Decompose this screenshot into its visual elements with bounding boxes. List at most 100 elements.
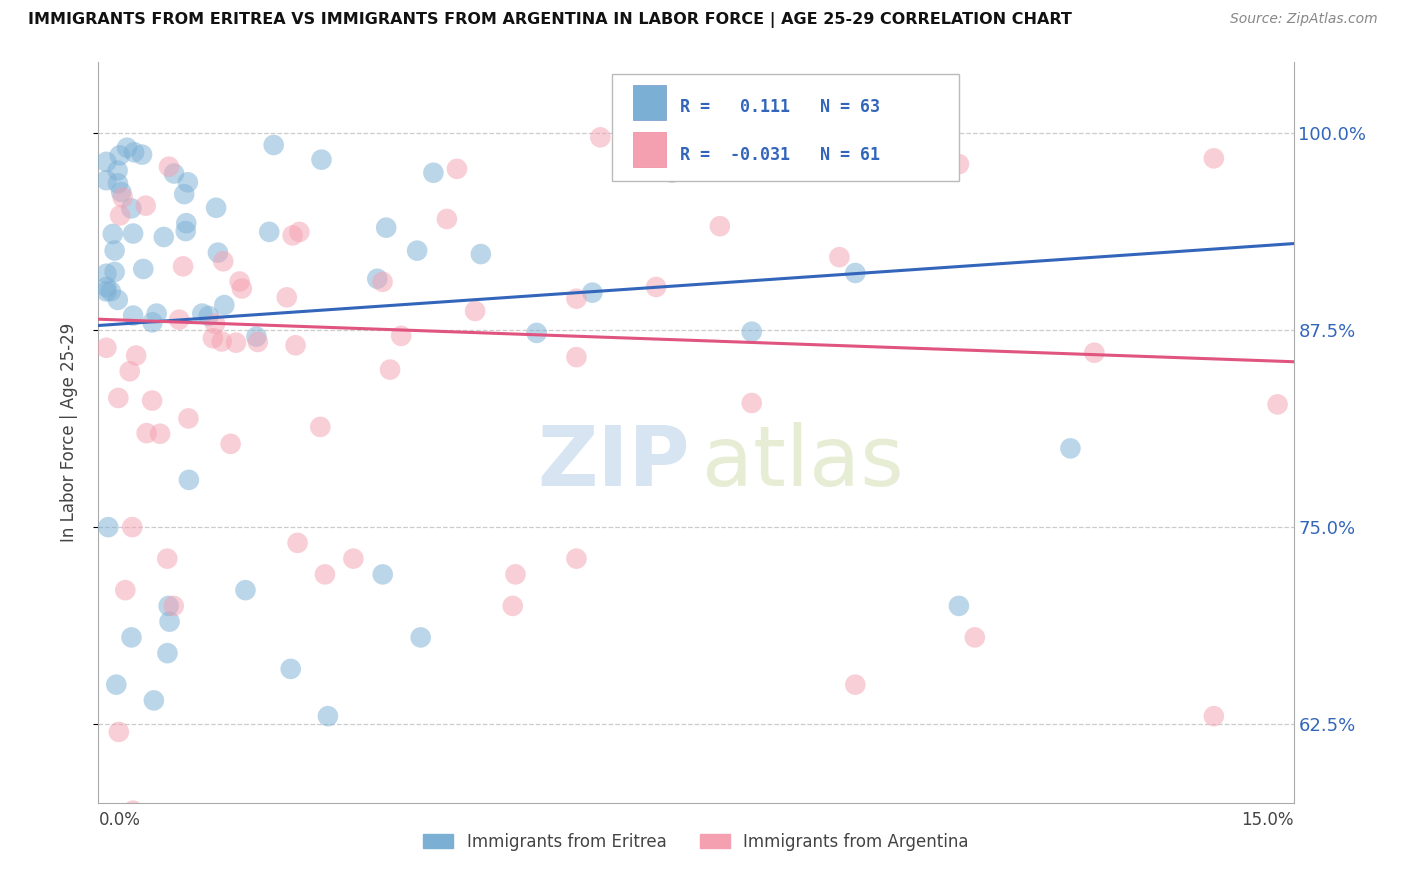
Point — [1202, 152, 1225, 166]
Point — [107, 819, 129, 833]
Text: R =  -0.031   N = 61: R = -0.031 N = 61 — [681, 145, 880, 163]
Point — [111, 190, 134, 204]
Y-axis label: In Labor Force | Age 25-29: In Labor Force | Age 25-29 — [59, 323, 77, 542]
Point — [565, 551, 588, 566]
Point — [204, 317, 226, 331]
Point — [219, 437, 242, 451]
Text: IMMIGRANTS FROM ERITREA VS IMMIGRANTS FROM ARGENTINA IN LABOR FORCE | AGE 25-29 : IMMIGRANTS FROM ERITREA VS IMMIGRANTS FR… — [28, 12, 1071, 28]
Point — [741, 396, 763, 410]
Point — [211, 334, 233, 349]
Text: 15.0%: 15.0% — [1241, 811, 1294, 829]
Point — [565, 292, 588, 306]
Point — [207, 245, 229, 260]
Point — [141, 315, 163, 329]
Point — [422, 166, 444, 180]
Point — [1059, 442, 1081, 456]
Point — [172, 260, 194, 274]
Point — [115, 141, 138, 155]
Point — [177, 411, 200, 425]
Point — [316, 709, 339, 723]
Point — [565, 350, 588, 364]
Bar — [633, 132, 666, 167]
Text: R =   0.111   N = 63: R = 0.111 N = 63 — [681, 97, 880, 116]
Point — [118, 364, 141, 378]
Point — [121, 520, 143, 534]
Point — [174, 216, 197, 230]
Point — [409, 631, 432, 645]
Point — [1202, 709, 1225, 723]
Point — [581, 285, 603, 300]
Point — [526, 326, 548, 340]
Point — [96, 267, 118, 281]
Point — [948, 157, 970, 171]
Point — [156, 646, 179, 660]
Point — [159, 615, 181, 629]
Point — [589, 130, 612, 145]
Point — [342, 551, 364, 566]
Point — [96, 285, 118, 299]
Point — [132, 262, 155, 277]
Point — [311, 153, 333, 167]
Point — [235, 583, 257, 598]
Point — [314, 567, 336, 582]
Point — [163, 599, 186, 613]
Point — [108, 725, 131, 739]
Point — [96, 154, 118, 169]
Point — [436, 212, 458, 227]
Point — [963, 631, 986, 645]
Text: ZIP: ZIP — [537, 422, 690, 503]
Point — [844, 678, 866, 692]
Point — [263, 138, 285, 153]
Point — [281, 228, 304, 243]
Point — [122, 145, 145, 160]
Point — [828, 250, 851, 264]
Point — [100, 285, 122, 299]
Point — [245, 329, 267, 343]
Bar — [633, 85, 666, 120]
Point — [157, 599, 180, 613]
Point — [228, 275, 250, 289]
Point — [173, 187, 195, 202]
Point — [505, 567, 527, 582]
Point — [446, 161, 468, 176]
Point — [152, 230, 174, 244]
Point — [246, 334, 269, 349]
Point — [288, 225, 311, 239]
Point — [96, 341, 118, 355]
Point — [197, 309, 219, 323]
Point — [366, 272, 388, 286]
Point — [96, 173, 118, 187]
Point — [378, 362, 401, 376]
Text: Source: ZipAtlas.com: Source: ZipAtlas.com — [1230, 12, 1378, 26]
Point — [231, 281, 253, 295]
Point — [371, 567, 394, 582]
Point — [177, 175, 200, 189]
Legend: Immigrants from Eritrea, Immigrants from Argentina: Immigrants from Eritrea, Immigrants from… — [416, 826, 976, 857]
Point — [645, 280, 668, 294]
Point — [101, 227, 124, 241]
Point — [661, 166, 683, 180]
Point — [167, 312, 190, 326]
Point — [177, 473, 200, 487]
Point — [844, 266, 866, 280]
Point — [122, 227, 145, 241]
Text: atlas: atlas — [702, 422, 904, 503]
Point — [120, 631, 142, 645]
Point — [135, 199, 157, 213]
Point — [107, 391, 129, 405]
Point — [104, 265, 127, 279]
Point — [225, 335, 247, 350]
Point — [107, 293, 129, 307]
Point — [174, 224, 197, 238]
Point — [1267, 397, 1289, 411]
Point — [107, 177, 129, 191]
Point — [502, 599, 524, 613]
Point — [470, 247, 492, 261]
Point — [309, 420, 332, 434]
Point — [107, 163, 129, 178]
Point — [122, 804, 145, 818]
Point — [214, 298, 236, 312]
Point — [114, 583, 136, 598]
Point — [135, 426, 157, 441]
Point — [205, 201, 228, 215]
